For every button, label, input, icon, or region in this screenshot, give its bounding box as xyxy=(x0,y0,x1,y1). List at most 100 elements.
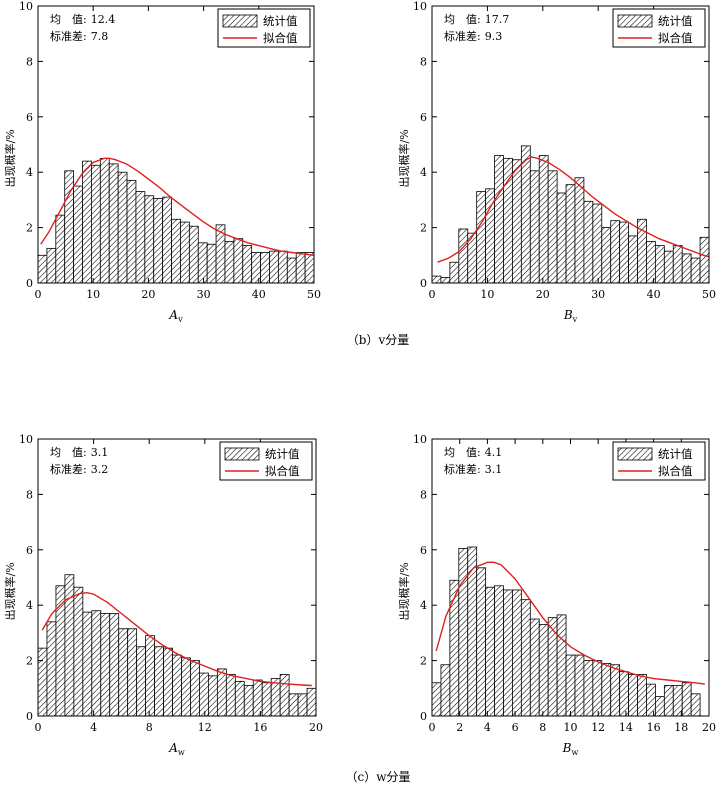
histogram-bar xyxy=(225,674,236,717)
y-tick-label: 10 xyxy=(413,0,427,13)
histogram-bar xyxy=(261,682,272,717)
histogram-bar xyxy=(583,660,594,717)
legend-line-label: 拟合值 xyxy=(658,464,693,478)
histogram-bar xyxy=(690,693,701,717)
histogram-bar xyxy=(520,145,531,284)
x-tick-label: 16 xyxy=(647,721,661,734)
fit-curve xyxy=(41,591,312,687)
legend-line-label: 拟合值 xyxy=(263,31,298,45)
y-tick-label: 0 xyxy=(420,277,427,290)
histogram-bar xyxy=(270,678,281,717)
x-tick-label: 0 xyxy=(35,288,42,301)
histogram-bar xyxy=(431,682,442,717)
x-tick-label: 30 xyxy=(197,288,211,301)
y-tick-label: 6 xyxy=(420,544,427,557)
y-tick-label: 8 xyxy=(26,55,33,68)
histogram-bar xyxy=(512,589,522,717)
histogram-bar xyxy=(503,589,513,717)
histogram-bar xyxy=(538,624,549,717)
x-tick-label: 14 xyxy=(619,721,633,734)
histogram-bar xyxy=(37,254,48,284)
histogram-bar xyxy=(73,586,84,717)
histogram-bar xyxy=(601,227,612,284)
histogram-bar xyxy=(234,680,245,717)
chart-panel-1: 0 10 20 30 40 50 0 2 4 6 8 10 出现概率/% Bv 均 值: 17.7 标准差: 9.… xyxy=(397,0,716,324)
histogram-bar xyxy=(100,613,111,717)
histogram-bar xyxy=(699,236,710,284)
histogram-bar xyxy=(565,654,576,717)
histogram-bar xyxy=(37,647,48,717)
x-tick-label: 20 xyxy=(536,288,550,301)
histogram-bar xyxy=(172,654,182,717)
histogram-bar xyxy=(252,679,263,717)
histogram-bar xyxy=(118,628,129,717)
y-tick-label: 10 xyxy=(19,0,33,13)
histogram-bar xyxy=(295,252,306,284)
x-tick-label: 8 xyxy=(146,721,153,734)
histogram-bar xyxy=(145,635,155,717)
plot-frame xyxy=(37,5,315,284)
x-tick-label: 10 xyxy=(86,288,100,301)
stat-1: 标准差: 3.1 xyxy=(444,462,502,476)
y-tick-label: 2 xyxy=(420,222,427,235)
y-tick-label: 8 xyxy=(26,488,33,501)
chart-panel-3: 0 2 4 6 8 10 12 14 16 18 20 0 2 4 6 8 10 出现概率/% Bw 均 值: 4.1 标… xyxy=(397,433,716,757)
histogram-bar xyxy=(91,610,102,717)
x-tick-label: 12 xyxy=(198,721,212,734)
histogram-bar xyxy=(180,221,190,284)
legend-bar-label: 统计值 xyxy=(658,14,693,28)
x-tick-label: 0 xyxy=(35,721,42,734)
histogram-bar xyxy=(206,243,217,284)
x-tick-label: 20 xyxy=(141,288,155,301)
histogram-bar xyxy=(663,250,674,284)
histogram-bar xyxy=(547,170,558,284)
stat-1: 标准差: 7.8 xyxy=(50,29,108,43)
x-axis-label: Aw xyxy=(168,741,185,757)
histogram-bar xyxy=(619,221,629,284)
stat-0: 均 值: 3.1 xyxy=(50,446,108,459)
histogram-bar xyxy=(197,242,208,284)
histogram-bar xyxy=(171,218,181,284)
x-tick-label: 8 xyxy=(539,721,546,734)
legend-bar-label: 统计值 xyxy=(263,14,298,28)
histogram-bar xyxy=(127,628,138,717)
histogram-bar xyxy=(610,220,621,284)
histogram-bar xyxy=(297,693,308,717)
stat-0: 均 值: 17.7 xyxy=(444,13,509,26)
histogram-bar xyxy=(126,180,137,284)
x-tick-label: 16 xyxy=(253,721,267,734)
x-tick-label: 18 xyxy=(674,721,688,734)
y-tick-label: 6 xyxy=(420,111,427,124)
histogram-bar xyxy=(199,672,209,717)
histogram-bar xyxy=(494,155,504,284)
x-axis-label: Bw xyxy=(562,741,579,757)
histogram-bar xyxy=(99,157,110,284)
histogram-bar xyxy=(681,682,692,717)
caption-c: （c）w分量 xyxy=(346,770,411,784)
x-tick-label: 6 xyxy=(512,721,519,734)
y-tick-label: 6 xyxy=(26,544,33,557)
histogram-bar xyxy=(73,185,83,284)
stat-0: 均 值: 12.4 xyxy=(50,13,115,26)
x-tick-label: 40 xyxy=(647,288,661,301)
histogram-bar xyxy=(135,191,146,284)
y-axis-label: 出现概率/% xyxy=(397,562,411,620)
y-axis-label: 出现概率/% xyxy=(3,129,17,187)
y-tick-label: 6 xyxy=(26,111,33,124)
histogram-bar xyxy=(690,257,701,284)
fit-curve xyxy=(435,561,705,685)
histogram-bar xyxy=(672,245,683,284)
histogram-bar xyxy=(224,241,235,284)
y-tick-label: 4 xyxy=(420,599,427,612)
histogram-bar xyxy=(46,247,57,284)
histogram-bar xyxy=(556,614,567,717)
y-tick-label: 10 xyxy=(413,433,427,446)
stat-0: 均 值: 4.1 xyxy=(444,446,502,459)
histogram-bar xyxy=(286,257,297,284)
y-tick-label: 4 xyxy=(26,166,33,179)
x-tick-label: 20 xyxy=(309,721,323,734)
histogram-bar xyxy=(288,693,299,717)
histogram-bar xyxy=(529,618,540,717)
histogram-bar xyxy=(304,252,315,284)
